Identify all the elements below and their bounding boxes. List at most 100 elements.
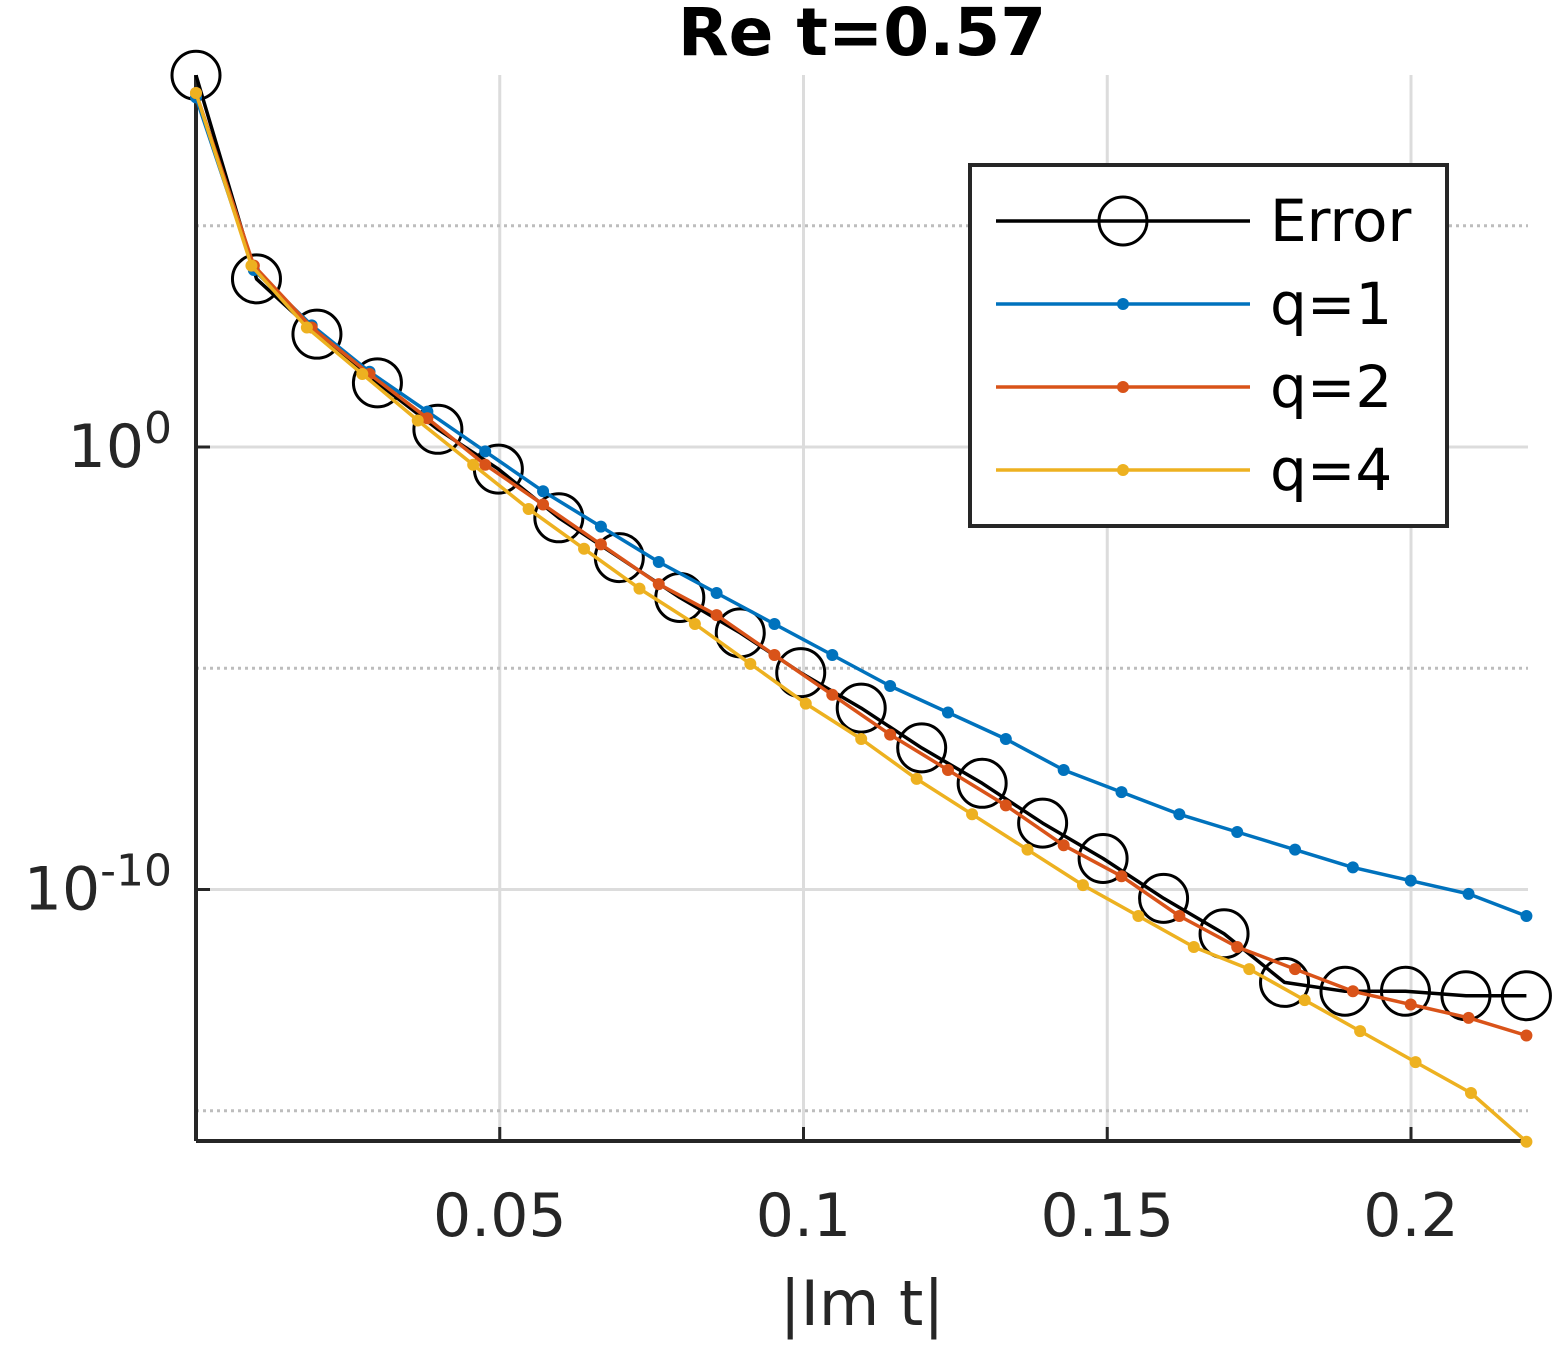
data-point [1520,1029,1533,1042]
data-point [1187,941,1200,954]
x-tick-label: 0.1 [756,1181,851,1251]
data-point [421,412,434,425]
data-point [710,587,723,600]
data-point [910,772,923,785]
data-point [1231,941,1244,954]
data-point [1404,998,1417,1011]
data-point [884,728,897,741]
error-marker [412,403,464,455]
data-point [768,618,781,630]
error-marker [896,722,948,774]
legend-label: q=1 [1270,270,1392,338]
data-point [1354,1025,1367,1038]
data-point [855,733,868,746]
data-point [467,458,480,471]
data-point [710,609,723,622]
error-marker [956,757,1008,809]
data-point [1409,1056,1422,1069]
data-point [1243,963,1256,976]
error-marker [351,357,403,409]
error-marker [291,308,343,360]
data-point [1057,839,1070,852]
series-line-q1 [194,96,1528,918]
error-marker [1077,833,1129,885]
data-point [826,648,839,661]
legend-box [968,163,1449,528]
data-point [999,799,1012,812]
y-tick-label: 10-10 [24,846,172,925]
data-point [594,520,607,533]
data-point [411,414,424,427]
data-point [652,578,665,591]
data-point [1076,879,1089,892]
data-point [1346,985,1359,998]
error-marker [1138,872,1190,924]
error-marker [1500,970,1552,1022]
data-point [300,321,313,334]
chart-title: Re t=0.57 [678,0,1046,71]
data-point [1404,874,1417,887]
data-point [1520,910,1533,923]
data-point [537,485,550,498]
data-point [479,458,492,471]
data-point [768,648,781,661]
data-point [966,808,979,821]
data-point [884,679,897,692]
data-point [1289,963,1302,976]
legend-marker [1117,298,1129,310]
data-point [799,697,812,710]
data-point [479,445,492,458]
error-marker [835,682,887,734]
data-point [1464,1087,1477,1100]
legend: Error q=1 q=2 q=4 [968,163,1449,528]
data-point [1021,843,1034,856]
data-point [356,367,369,380]
data-point [1289,843,1302,856]
data-point [1057,764,1070,777]
y-tick-label: 100 [68,403,172,482]
x-tick-labels: 0.05 0.1 0.15 0.2 [433,1181,1459,1251]
data-point [652,556,665,569]
data-point [941,706,954,719]
error-marker [1017,797,1069,849]
series-line-q2 [194,92,1527,1038]
error-marker [533,492,585,544]
x-tick-label: 0.2 [1363,1181,1458,1251]
data-point [594,538,607,551]
data-point [1520,1135,1533,1148]
legend-label: Error [1270,187,1412,255]
data-point [633,582,646,595]
data-point [1462,1011,1475,1024]
data-point [1132,910,1145,923]
data-point [941,764,954,777]
data-point [999,733,1012,746]
x-tick-label: 0.15 [1040,1181,1174,1251]
error-marker [775,647,827,699]
series-layer [170,49,1552,1148]
data-point [826,688,839,701]
error-marker [1319,965,1371,1017]
data-point [522,502,535,515]
data-point [688,618,701,630]
x-axis-title: |Im t| [780,1267,944,1341]
data-point [1173,910,1186,923]
data-point [1173,808,1186,821]
data-point [1346,861,1359,874]
data-point [1298,994,1311,1007]
error-marker [1379,965,1431,1017]
legend-marker [1117,464,1129,476]
x-tick-label: 0.05 [433,1181,567,1251]
legend-marker [1117,381,1129,393]
data-point [578,542,591,555]
data-point [1115,870,1128,883]
data-point [190,87,202,99]
y-tick-labels: 100 10-10 [24,403,172,925]
legend-label: q=2 [1270,353,1392,421]
data-point [744,657,757,670]
error-marker [230,253,282,305]
data-point [245,259,258,272]
data-point [1231,825,1244,838]
data-point [1462,887,1475,900]
legend-label: q=4 [1270,436,1392,504]
